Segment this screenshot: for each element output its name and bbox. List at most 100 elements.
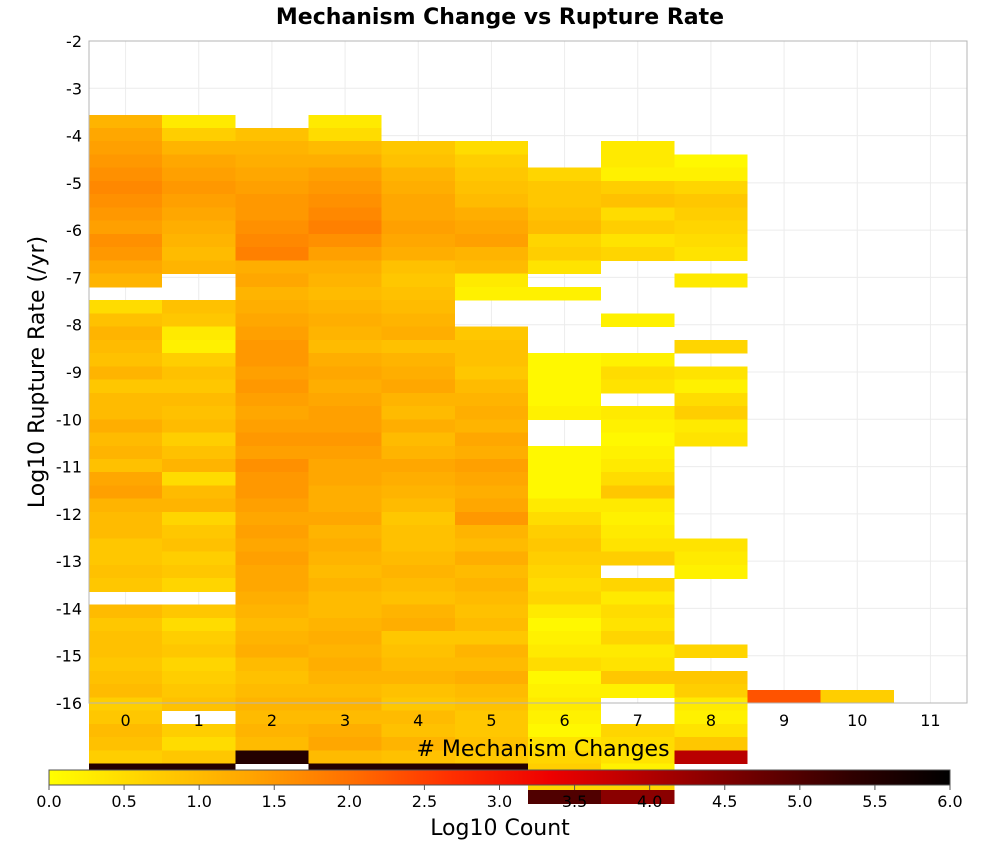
y-tick-label: -10 — [56, 410, 82, 429]
heatmap-cell — [454, 326, 528, 341]
heatmap-cell — [601, 445, 675, 460]
y-axis-label: Log10 Rupture Rate (/yr) — [25, 236, 50, 508]
heatmap-cell — [528, 286, 602, 301]
heatmap-cell — [308, 670, 382, 685]
heatmap-cell — [601, 154, 675, 169]
heatmap-cell — [601, 220, 675, 235]
heatmap-cell — [454, 498, 528, 513]
heatmap-cell — [308, 631, 382, 645]
heatmap-cell — [381, 670, 455, 685]
heatmap-cell — [89, 313, 163, 328]
heatmap-cell — [89, 207, 163, 222]
heatmap-cell — [235, 233, 309, 248]
heatmap-cell — [381, 604, 455, 619]
x-tick-label: 6 — [559, 711, 569, 730]
heatmap-cell — [89, 247, 163, 262]
heatmap-cell — [235, 260, 309, 275]
heatmap-cell — [454, 445, 528, 460]
plot-frame — [88, 40, 968, 704]
heatmap-cell — [528, 406, 602, 420]
heatmap-cell — [89, 511, 163, 526]
heatmap-cell — [674, 366, 748, 381]
heatmap-cell — [308, 300, 382, 314]
heatmap-cell — [308, 591, 382, 606]
heatmap-cell — [601, 551, 675, 566]
heatmap-cell — [454, 273, 528, 288]
heatmap-cell — [381, 207, 455, 222]
heatmap-cell — [454, 472, 528, 487]
heatmap-cell — [308, 697, 382, 712]
heatmap-cell — [89, 684, 163, 698]
heatmap-cell — [601, 511, 675, 526]
heatmap-cell — [89, 697, 163, 712]
heatmap-cell — [162, 406, 236, 420]
heatmap-cell — [308, 366, 382, 381]
heatmap-cell — [381, 273, 455, 288]
heatmap-cell — [308, 339, 382, 354]
heatmap-cell — [528, 790, 602, 804]
heatmap-cell — [308, 128, 382, 142]
heatmap-cell — [162, 644, 236, 659]
heatmap-cell — [528, 617, 602, 632]
heatmap-cell — [162, 300, 236, 314]
heatmap-cell — [454, 591, 528, 606]
heatmap-cell — [89, 538, 163, 553]
heatmap-cell — [162, 445, 236, 460]
colorbar-tick-label: 5.5 — [862, 792, 887, 811]
heatmap-cell — [235, 617, 309, 632]
heatmap-cell — [89, 379, 163, 394]
colorbar-tick-label: 4.0 — [637, 792, 662, 811]
heatmap-cell — [454, 353, 528, 367]
heatmap-cell — [747, 689, 821, 704]
heatmap-cell — [381, 392, 455, 407]
heatmap-cell — [454, 392, 528, 407]
heatmap-cell — [162, 220, 236, 235]
heatmap-cell — [528, 551, 602, 566]
heatmap-cell — [162, 697, 236, 712]
heatmap-cell — [89, 578, 163, 593]
heatmap-cell — [674, 564, 748, 579]
x-axis-ticks: 0 1 2 3 4 5 6 7 8 9 10 11 — [120, 711, 940, 730]
heatmap-cell — [308, 617, 382, 632]
heatmap-cell — [601, 750, 675, 765]
heatmap-cell — [308, 538, 382, 553]
heatmap-cell — [162, 750, 236, 765]
x-tick-label: 0 — [120, 711, 130, 730]
heatmap-cell — [454, 564, 528, 579]
heatmap-cell — [162, 604, 236, 619]
heatmap-cell — [454, 141, 528, 156]
heatmap-cell — [528, 697, 602, 712]
heatmap-cell — [601, 657, 675, 672]
heatmap-cell — [601, 406, 675, 420]
heatmap-cell — [235, 207, 309, 222]
heatmap-cell — [89, 353, 163, 367]
heatmap-cell — [528, 511, 602, 526]
heatmap-cell — [381, 326, 455, 341]
heatmap-cell — [162, 379, 236, 394]
heatmap-cell — [162, 472, 236, 487]
heatmap-cell — [162, 154, 236, 169]
heatmap-cell — [674, 723, 748, 738]
heatmap-cell — [674, 684, 748, 698]
heatmap-cell — [381, 498, 455, 513]
heatmap-cell — [235, 313, 309, 328]
x-tick-label: 4 — [413, 711, 423, 730]
heatmap-cell — [601, 167, 675, 182]
heatmap-cell — [89, 300, 163, 314]
heatmap-cell — [528, 167, 602, 182]
heatmap-cell — [89, 459, 163, 473]
heatmap-cell — [601, 723, 675, 738]
heatmap-cell — [162, 326, 236, 341]
heatmap-cell — [308, 498, 382, 513]
heatmap-cell — [674, 339, 748, 354]
heatmap-cell — [601, 472, 675, 487]
heatmap-cell — [381, 538, 455, 553]
y-tick-label: -11 — [56, 458, 82, 477]
heatmap-cell — [674, 644, 748, 659]
heatmap-cell — [674, 419, 748, 434]
heatmap-cell — [235, 604, 309, 619]
heatmap-cell — [308, 141, 382, 156]
heatmap-cell — [308, 260, 382, 275]
heatmap-cell — [601, 578, 675, 593]
